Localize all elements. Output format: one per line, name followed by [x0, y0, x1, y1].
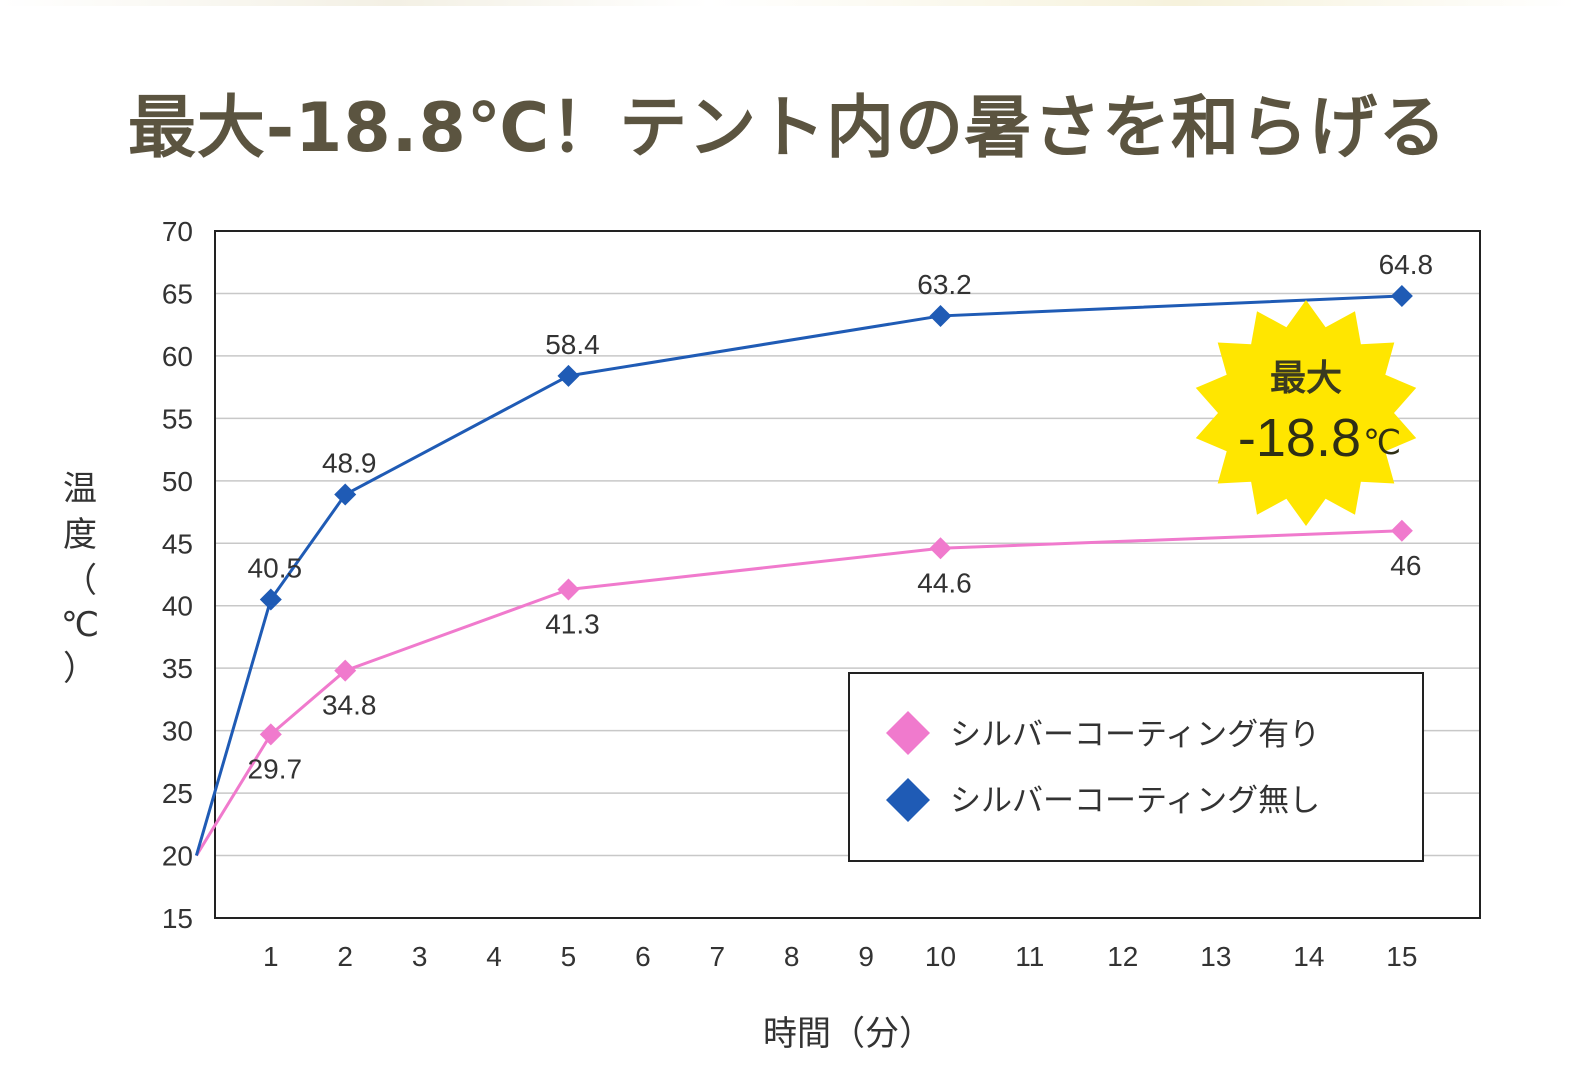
legend-label-silver-coating-yes: シルバーコーティング有り	[950, 717, 1320, 753]
x-tick-label-5: 5	[561, 941, 577, 972]
series-line-0	[195, 529, 1402, 857]
plot-area-frame	[214, 230, 1481, 919]
y-tick-label-70: 70	[162, 216, 193, 247]
series-group	[194, 284, 1413, 857]
y-tick-label-50: 50	[162, 466, 193, 497]
x-tick-label-9: 9	[858, 941, 874, 972]
x-tick-label-8: 8	[784, 941, 800, 972]
starburst-badge-shape	[1195, 300, 1417, 526]
data-point-s0-x2	[334, 659, 357, 682]
page-title: 最大-18.8℃！テント内の暑さを和らげる	[127, 89, 1448, 168]
y-axis-ticks: 15 20 25 30 35 40 45 50 55 60 65 70	[162, 216, 193, 934]
legend-box	[848, 672, 1424, 862]
y-tick-label-60: 60	[162, 341, 193, 372]
data-label-s0-x5: 41.3	[545, 608, 600, 639]
data-label-s0-x1: 29.7	[248, 753, 303, 784]
x-tick-label-6: 6	[635, 941, 651, 972]
x-tick-label-14: 14	[1293, 941, 1324, 972]
x-tick-label-3: 3	[412, 941, 428, 972]
y-axis-title-char-3: ℃	[61, 605, 99, 645]
x-tick-label-15: 15	[1386, 941, 1417, 972]
legend-marker-silver-coating-yes	[886, 711, 930, 755]
x-tick-label-10: 10	[925, 941, 956, 972]
data-label-s1-x15: 64.8	[1379, 249, 1434, 280]
y-tick-label-55: 55	[162, 403, 193, 434]
data-label-s1-x10: 63.2	[917, 269, 972, 300]
chart-legend: シルバーコーティング有り シルバーコーティング無し	[848, 672, 1424, 862]
data-point-s0-x15	[1390, 519, 1413, 542]
x-tick-label-2: 2	[337, 941, 353, 972]
data-point-s1-x10	[929, 304, 952, 327]
y-tick-label-25: 25	[162, 778, 193, 809]
legend-marker-silver-coating-no	[886, 778, 930, 822]
badge-value: -18.8	[1238, 408, 1361, 468]
x-axis-ticks: 1 2 3 4 5 6 7 8 9 10 11 12 13 14 15	[263, 941, 1417, 972]
y-axis-title-char-2: （	[63, 561, 97, 601]
y-axis-title-char-1: 度	[63, 515, 97, 555]
data-label-s1-x5: 58.4	[545, 329, 600, 360]
data-point-s0-x10	[929, 537, 952, 560]
data-point-s1-x1	[259, 588, 282, 611]
data-point-s1-x2	[334, 483, 357, 506]
data-label-s0-x15: 46	[1390, 550, 1421, 581]
x-tick-label-7: 7	[709, 941, 725, 972]
y-axis-title-char-4: ）	[63, 649, 97, 689]
series-line-1	[194, 294, 1402, 856]
top-decorative-strip	[0, 0, 1575, 6]
data-point-s1-x15	[1390, 284, 1413, 307]
y-tick-label-20: 20	[162, 841, 193, 872]
x-tick-label-1: 1	[263, 941, 279, 972]
x-axis-title: 時間（分）	[763, 1014, 933, 1054]
badge-unit: ℃	[1363, 424, 1401, 462]
data-label-s1-x2: 48.9	[322, 448, 377, 479]
data-label-s1-x1: 40.5	[248, 552, 303, 583]
badge-label: 最大	[1270, 358, 1342, 399]
legend-label-silver-coating-no: シルバーコーティング無し	[950, 783, 1320, 819]
data-point-s0-x1	[259, 723, 282, 746]
y-axis-title-char-0: 温	[63, 469, 97, 509]
y-tick-label-15: 15	[162, 903, 193, 934]
y-axis-title: 温度 （℃）	[61, 469, 99, 689]
x-tick-label-12: 12	[1107, 941, 1138, 972]
x-tick-label-13: 13	[1200, 941, 1231, 972]
x-tick-label-11: 11	[1015, 941, 1044, 972]
y-tick-label-35: 35	[162, 653, 193, 684]
data-point-s0-x5	[557, 578, 580, 601]
data-point-s1-x5	[557, 364, 580, 387]
max-difference-badge: 最大 -18.8 ℃	[1195, 300, 1417, 526]
y-tick-label-30: 30	[162, 716, 193, 747]
data-label-s0-x2: 34.8	[322, 690, 377, 721]
data-labels: 29.7 34.8 41.3 44.6 46 40.5 48.9 58.4 63.2 64.8	[248, 249, 1434, 784]
x-tick-label-4: 4	[486, 941, 502, 972]
y-tick-label-40: 40	[162, 591, 193, 622]
data-label-s0-x10: 44.6	[917, 567, 972, 598]
y-tick-label-45: 45	[162, 528, 193, 559]
y-tick-label-65: 65	[162, 278, 193, 309]
